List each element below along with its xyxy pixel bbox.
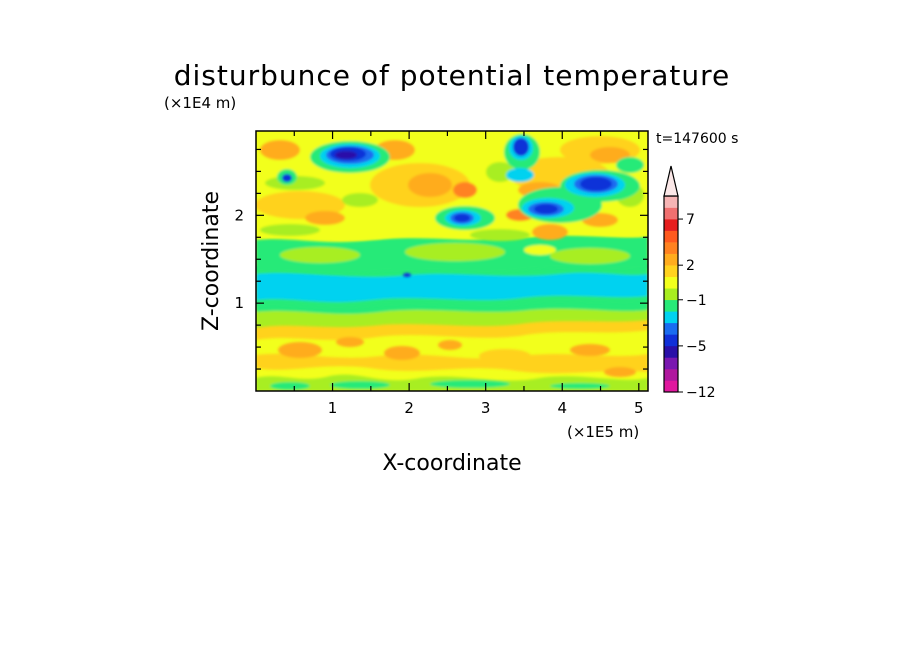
colorbar-swatch [664, 230, 678, 243]
colorbar: −12−5−127 [663, 165, 716, 401]
colorbar-swatch [664, 276, 678, 289]
x-unit-label: (×1E5 m) [567, 423, 639, 441]
colorbar-tick-label: −1 [686, 293, 707, 309]
chart-title: disturbunce of potential temperature [174, 59, 731, 92]
colorbar-swatch [664, 357, 678, 370]
x-tick-label: 3 [481, 399, 491, 417]
colorbar-tick-label: −5 [686, 339, 707, 355]
colorbar-swatch [664, 253, 678, 266]
y-unit-label: (×1E4 m) [164, 94, 236, 112]
x-tick-label: 2 [404, 399, 414, 417]
colorbar-swatch [664, 242, 678, 254]
colorbar-swatch [664, 368, 678, 381]
colorbar-swatch [664, 380, 678, 393]
x-tick-label: 4 [557, 399, 567, 417]
y-axis: 12 [234, 148, 648, 370]
colorbar-tick-label: 7 [686, 212, 695, 228]
x-tick-label: 5 [634, 399, 644, 417]
colorbar-swatch [664, 288, 678, 301]
colorbar-tick-label: 2 [686, 258, 695, 274]
colorbar-swatch [664, 219, 678, 231]
contour-plot [256, 131, 648, 391]
y-tick-label: 2 [234, 206, 244, 224]
x-axis-title: X-coordinate [382, 451, 521, 476]
y-tick-label: 1 [234, 294, 244, 312]
colorbar-extend-arrow [663, 165, 679, 197]
colorbar-swatch [664, 299, 678, 312]
colorbar-tick-label: −12 [686, 385, 716, 401]
colorbar-swatch [664, 334, 678, 347]
x-tick-label: 1 [328, 399, 338, 417]
time-label: t=147600 s [656, 131, 738, 147]
plot-frame [255, 130, 649, 392]
x-axis: 1 2 3 4 5 [293, 131, 644, 417]
colorbar-swatch [664, 207, 678, 220]
colorbar-swatch [664, 322, 678, 335]
colorbar-swatch [664, 311, 678, 324]
colorbar-swatch [664, 345, 678, 358]
y-axis-title: Z-coordinate [199, 191, 224, 331]
colorbar-swatch [664, 196, 678, 208]
colorbar-swatch [664, 265, 678, 278]
